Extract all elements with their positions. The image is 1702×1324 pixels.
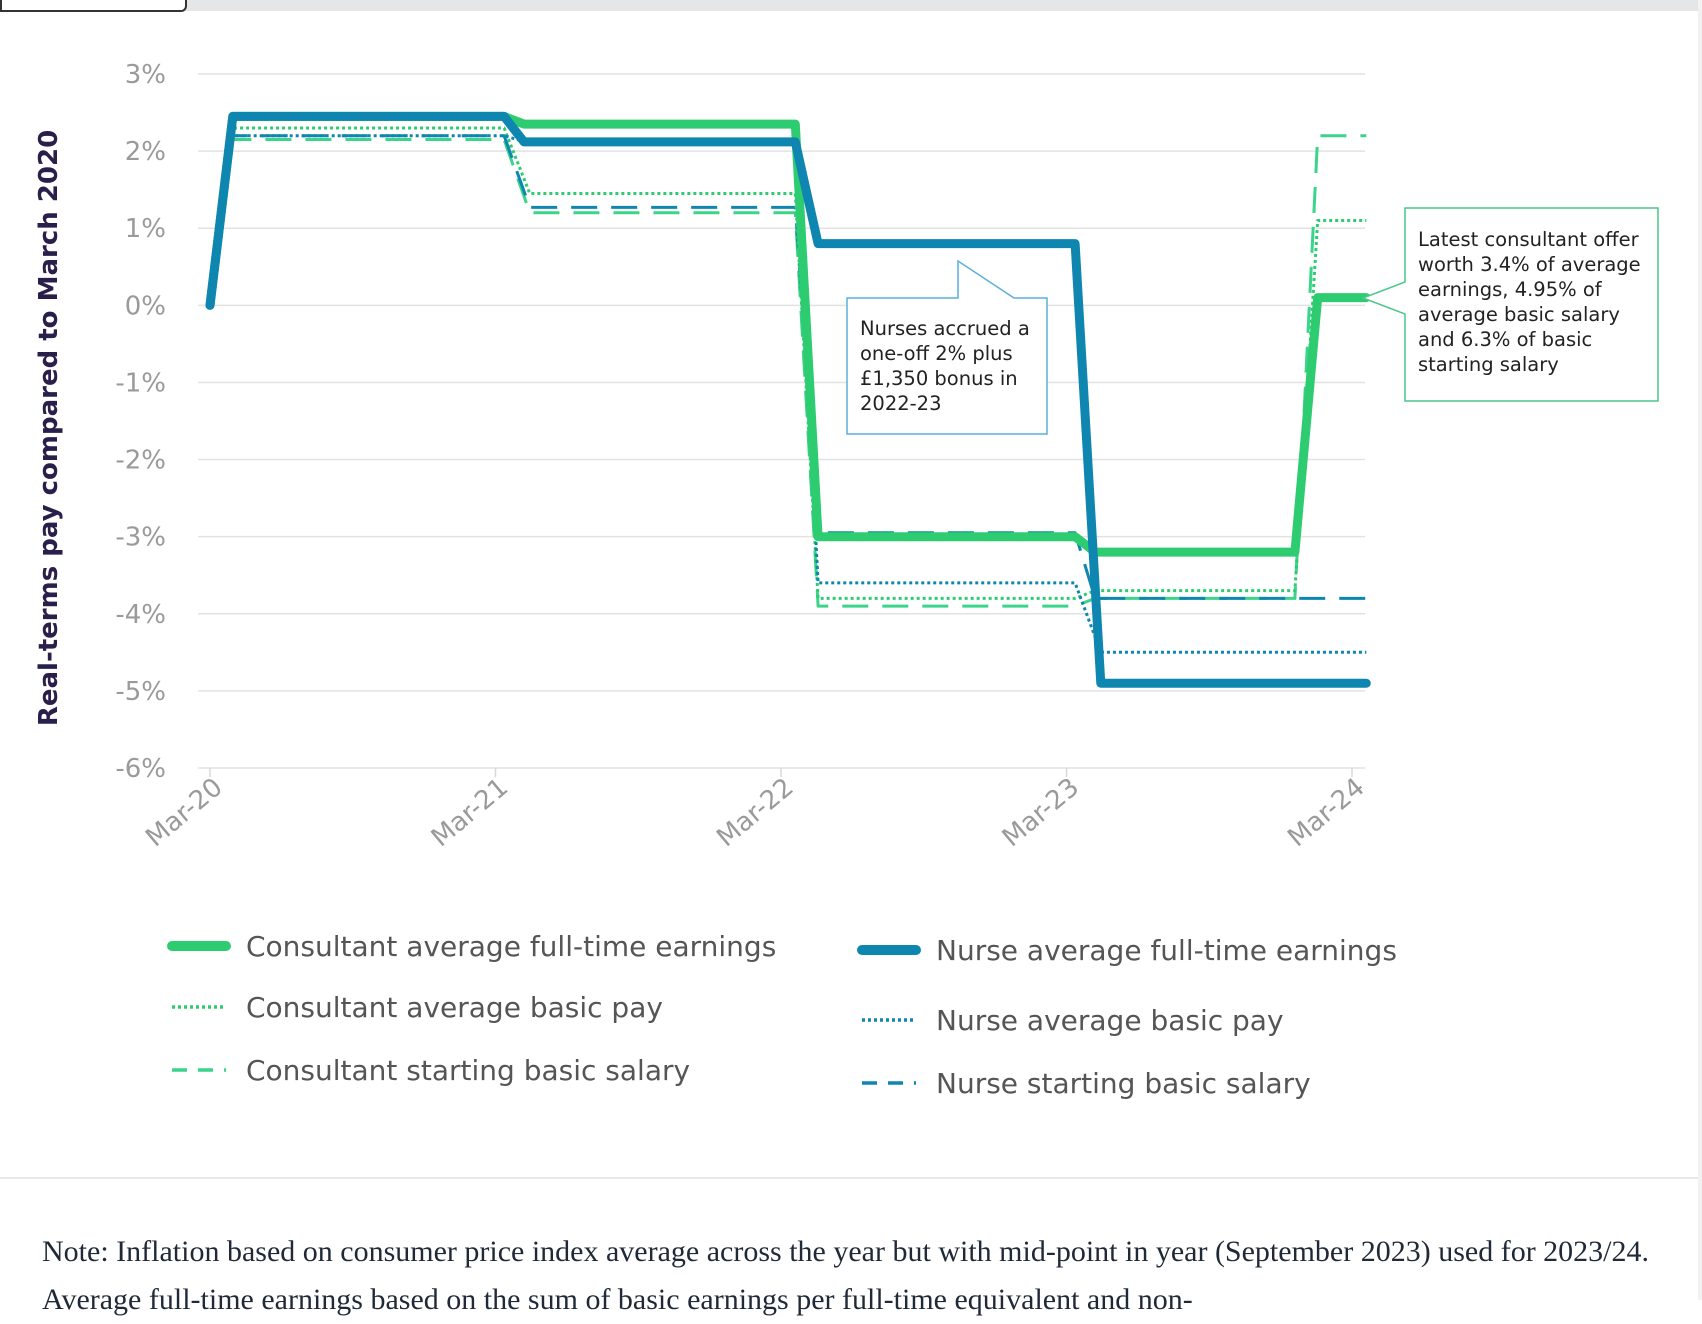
chart-note: Note: Inflation based on consumer price … [42, 1235, 1650, 1316]
y-tick-label: -3% [115, 523, 166, 553]
note-divider [0, 1177, 1698, 1179]
legend-label: Nurse average basic pay [936, 1004, 1284, 1037]
x-tick-label: Mar-24 [1282, 772, 1370, 853]
y-axis-title: Real-terms pay compared to March 2020 [34, 130, 64, 726]
annotation-text: earnings, 4.95% of [1418, 278, 1603, 301]
y-tick-label: 3% [125, 60, 166, 90]
y-tick-label: -1% [115, 368, 166, 398]
y-tick-label: -4% [115, 600, 166, 630]
x-tick-label: Mar-21 [426, 772, 514, 853]
series-line-3 [205, 111, 1371, 688]
annotation-box [846, 259, 1048, 435]
top-tab[interactable] [0, 0, 187, 12]
y-tick-label: -5% [115, 677, 166, 707]
legend-label: Nurse average full-time earnings [936, 934, 1397, 967]
annotation-text: and 6.3% of basic [1418, 328, 1592, 351]
top-bar [0, 0, 1702, 11]
y-tick-label: 2% [125, 137, 166, 167]
legend-label: Consultant average basic pay [246, 991, 663, 1024]
series-line-0 [205, 111, 1371, 557]
annotation-box [1360, 207, 1659, 402]
annotation-text: starting salary [1418, 353, 1559, 376]
series-line-5 [208, 134, 1367, 600]
chart-svg: 3% 2% 1% 0% -1% -2% -3% -4% -5% -6%Mar-20 Mar-21 Ma… [34, 60, 1659, 1100]
annotation-text: 2022-23 [860, 392, 941, 415]
annotation-text: one-off 2% plus [860, 342, 1013, 365]
annotation-text: £1,350 bonus in [860, 367, 1018, 390]
annotation-text: Nurses accrued a [860, 317, 1030, 340]
y-tick-label: -6% [115, 754, 166, 784]
x-tick-label: Mar-22 [711, 772, 799, 853]
annotation-text: worth 3.4% of average [1418, 253, 1641, 276]
legend-label: Consultant average full-time earnings [246, 930, 776, 963]
y-tick-label: 0% [125, 291, 166, 321]
legend-label: Nurse starting basic salary [936, 1067, 1311, 1100]
right-edge [1698, 0, 1702, 1300]
series-line-1 [208, 126, 1367, 600]
annotation-text: Latest consultant offer [1418, 228, 1640, 251]
y-tick-label: -2% [115, 446, 166, 476]
x-tick-label: Mar-20 [140, 772, 228, 853]
y-tick-label: 1% [125, 214, 166, 244]
annotation-text: average basic salary [1418, 303, 1620, 326]
legend-label: Consultant starting basic salary [246, 1054, 690, 1087]
x-tick-label: Mar-23 [997, 772, 1085, 853]
